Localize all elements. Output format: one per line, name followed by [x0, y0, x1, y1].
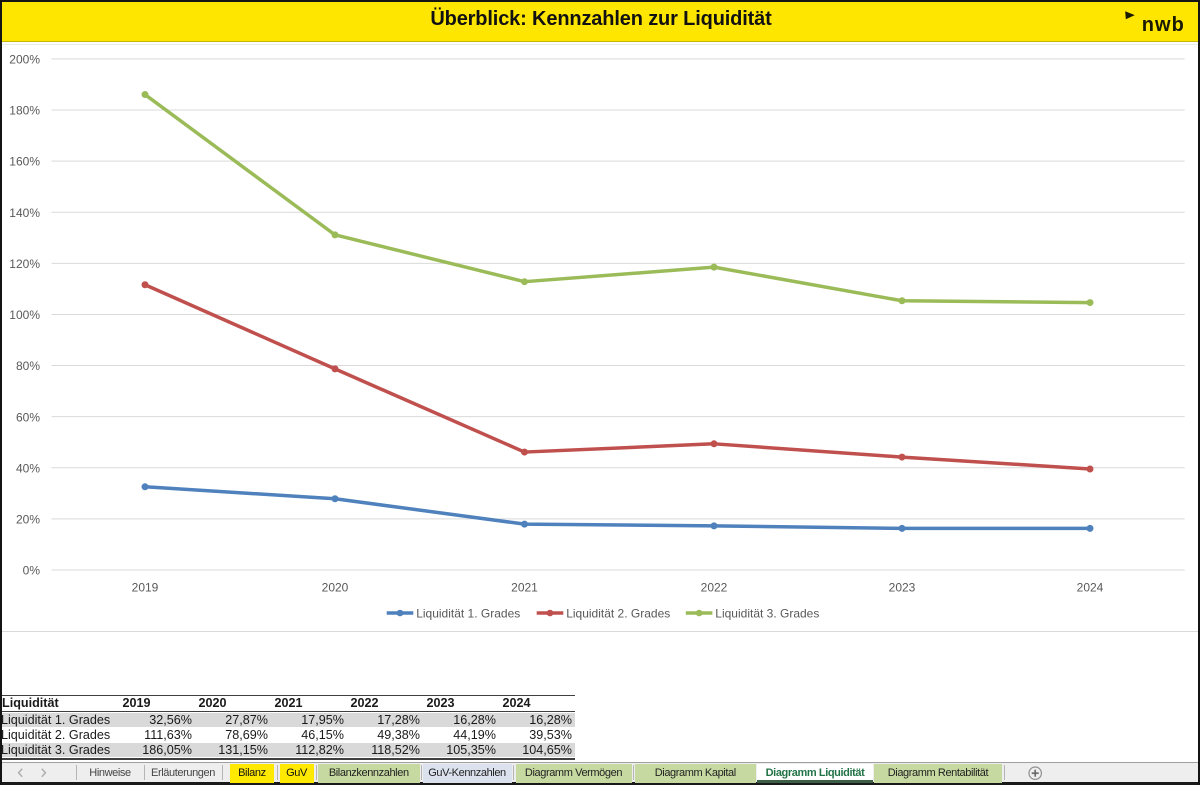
- svg-text:2022: 2022: [701, 580, 728, 594]
- svg-text:180%: 180%: [9, 104, 40, 118]
- svg-text:160%: 160%: [9, 155, 40, 169]
- svg-text:120%: 120%: [9, 257, 40, 271]
- svg-text:Liquidität 3. Grades: Liquidität 3. Grades: [715, 606, 819, 620]
- svg-text:80%: 80%: [16, 359, 40, 373]
- svg-text:40%: 40%: [16, 461, 40, 475]
- svg-text:2020: 2020: [322, 580, 349, 594]
- svg-text:Liquidität 2. Grades: Liquidität 2. Grades: [566, 606, 670, 620]
- svg-text:2019: 2019: [132, 580, 159, 594]
- svg-text:2024: 2024: [1077, 580, 1104, 594]
- svg-text:20%: 20%: [16, 512, 40, 526]
- svg-text:2021: 2021: [511, 580, 538, 594]
- svg-text:0%: 0%: [23, 564, 41, 578]
- svg-text:60%: 60%: [16, 410, 40, 424]
- svg-text:2023: 2023: [889, 580, 916, 594]
- svg-text:200%: 200%: [9, 53, 40, 67]
- svg-text:140%: 140%: [9, 206, 40, 220]
- svg-text:Liquidität 1. Grades: Liquidität 1. Grades: [416, 606, 520, 620]
- svg-text:100%: 100%: [9, 308, 40, 322]
